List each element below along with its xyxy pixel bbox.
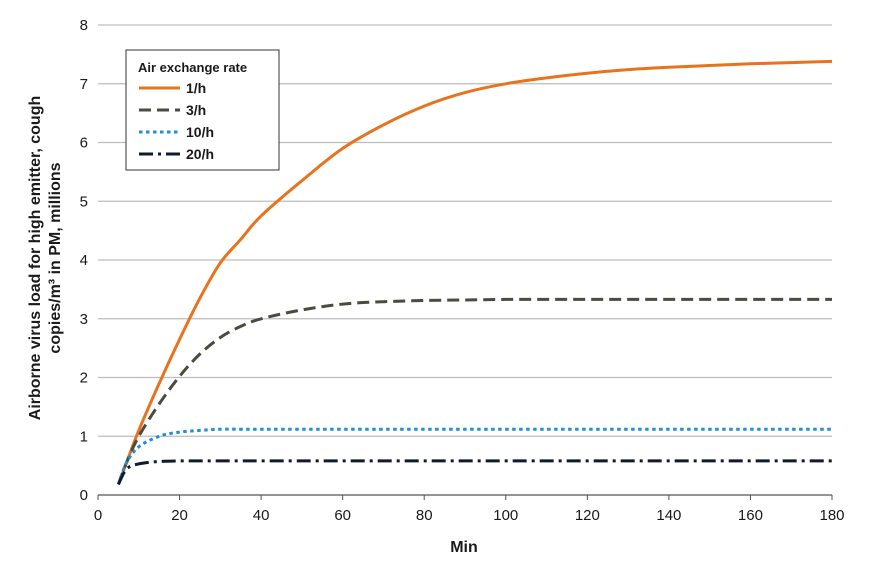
y-tick-label: 3 [80,311,88,328]
legend-label-20-per-h: 20/h [186,146,214,162]
y-axis-title-line-1: Airborne virus load for high emitter, co… [27,96,44,420]
series-line-1-per-h [116,59,833,485]
x-tick-label: 100 [493,507,518,524]
series-lines [116,59,833,486]
y-tick-label: 0 [80,487,88,504]
y-tick-label: 6 [80,135,88,152]
legend-label-10-per-h: 10/h [186,124,214,140]
legend: Air exchange rate 1/h 3/h 10/h 20/h [125,49,280,171]
legend-title: Air exchange rate [138,60,247,75]
series-line-10-per-h [116,427,833,485]
axes [97,494,833,500]
x-tick-label: 40 [253,507,270,524]
y-tick-label: 8 [80,17,88,34]
legend-box [125,49,280,171]
y-tick-label: 2 [80,370,88,387]
x-tick-label: 0 [94,507,102,524]
x-tick-label: 80 [416,507,433,524]
x-tick-label: 180 [819,507,844,524]
x-tick-labels: 0 20 40 60 80 100 120 140 160 180 [94,507,845,524]
x-tick-label: 120 [575,507,600,524]
series-line-20-per-h [117,459,832,486]
y-tick-label: 4 [80,252,88,269]
legend-label-3-per-h: 3/h [186,102,206,118]
series-line-3-per-h [116,297,832,485]
legend-label-1-per-h: 1/h [186,80,206,96]
y-tick-label: 7 [80,76,88,93]
x-axis-title: Min [450,539,478,556]
y-tick-label: 5 [80,193,88,210]
x-tick-label: 140 [656,507,681,524]
x-tick-label: 60 [334,507,351,524]
x-tick-label: 160 [738,507,763,524]
y-axis-title-line-2: copies/m³ in PM, millions [47,162,64,353]
x-tick-label: 20 [171,507,188,524]
y-tick-label: 1 [80,428,88,445]
y-axis-title: Airborne virus load for high emitter, co… [27,96,64,420]
y-tick-labels: 0 1 2 3 4 5 6 7 8 [80,17,88,504]
